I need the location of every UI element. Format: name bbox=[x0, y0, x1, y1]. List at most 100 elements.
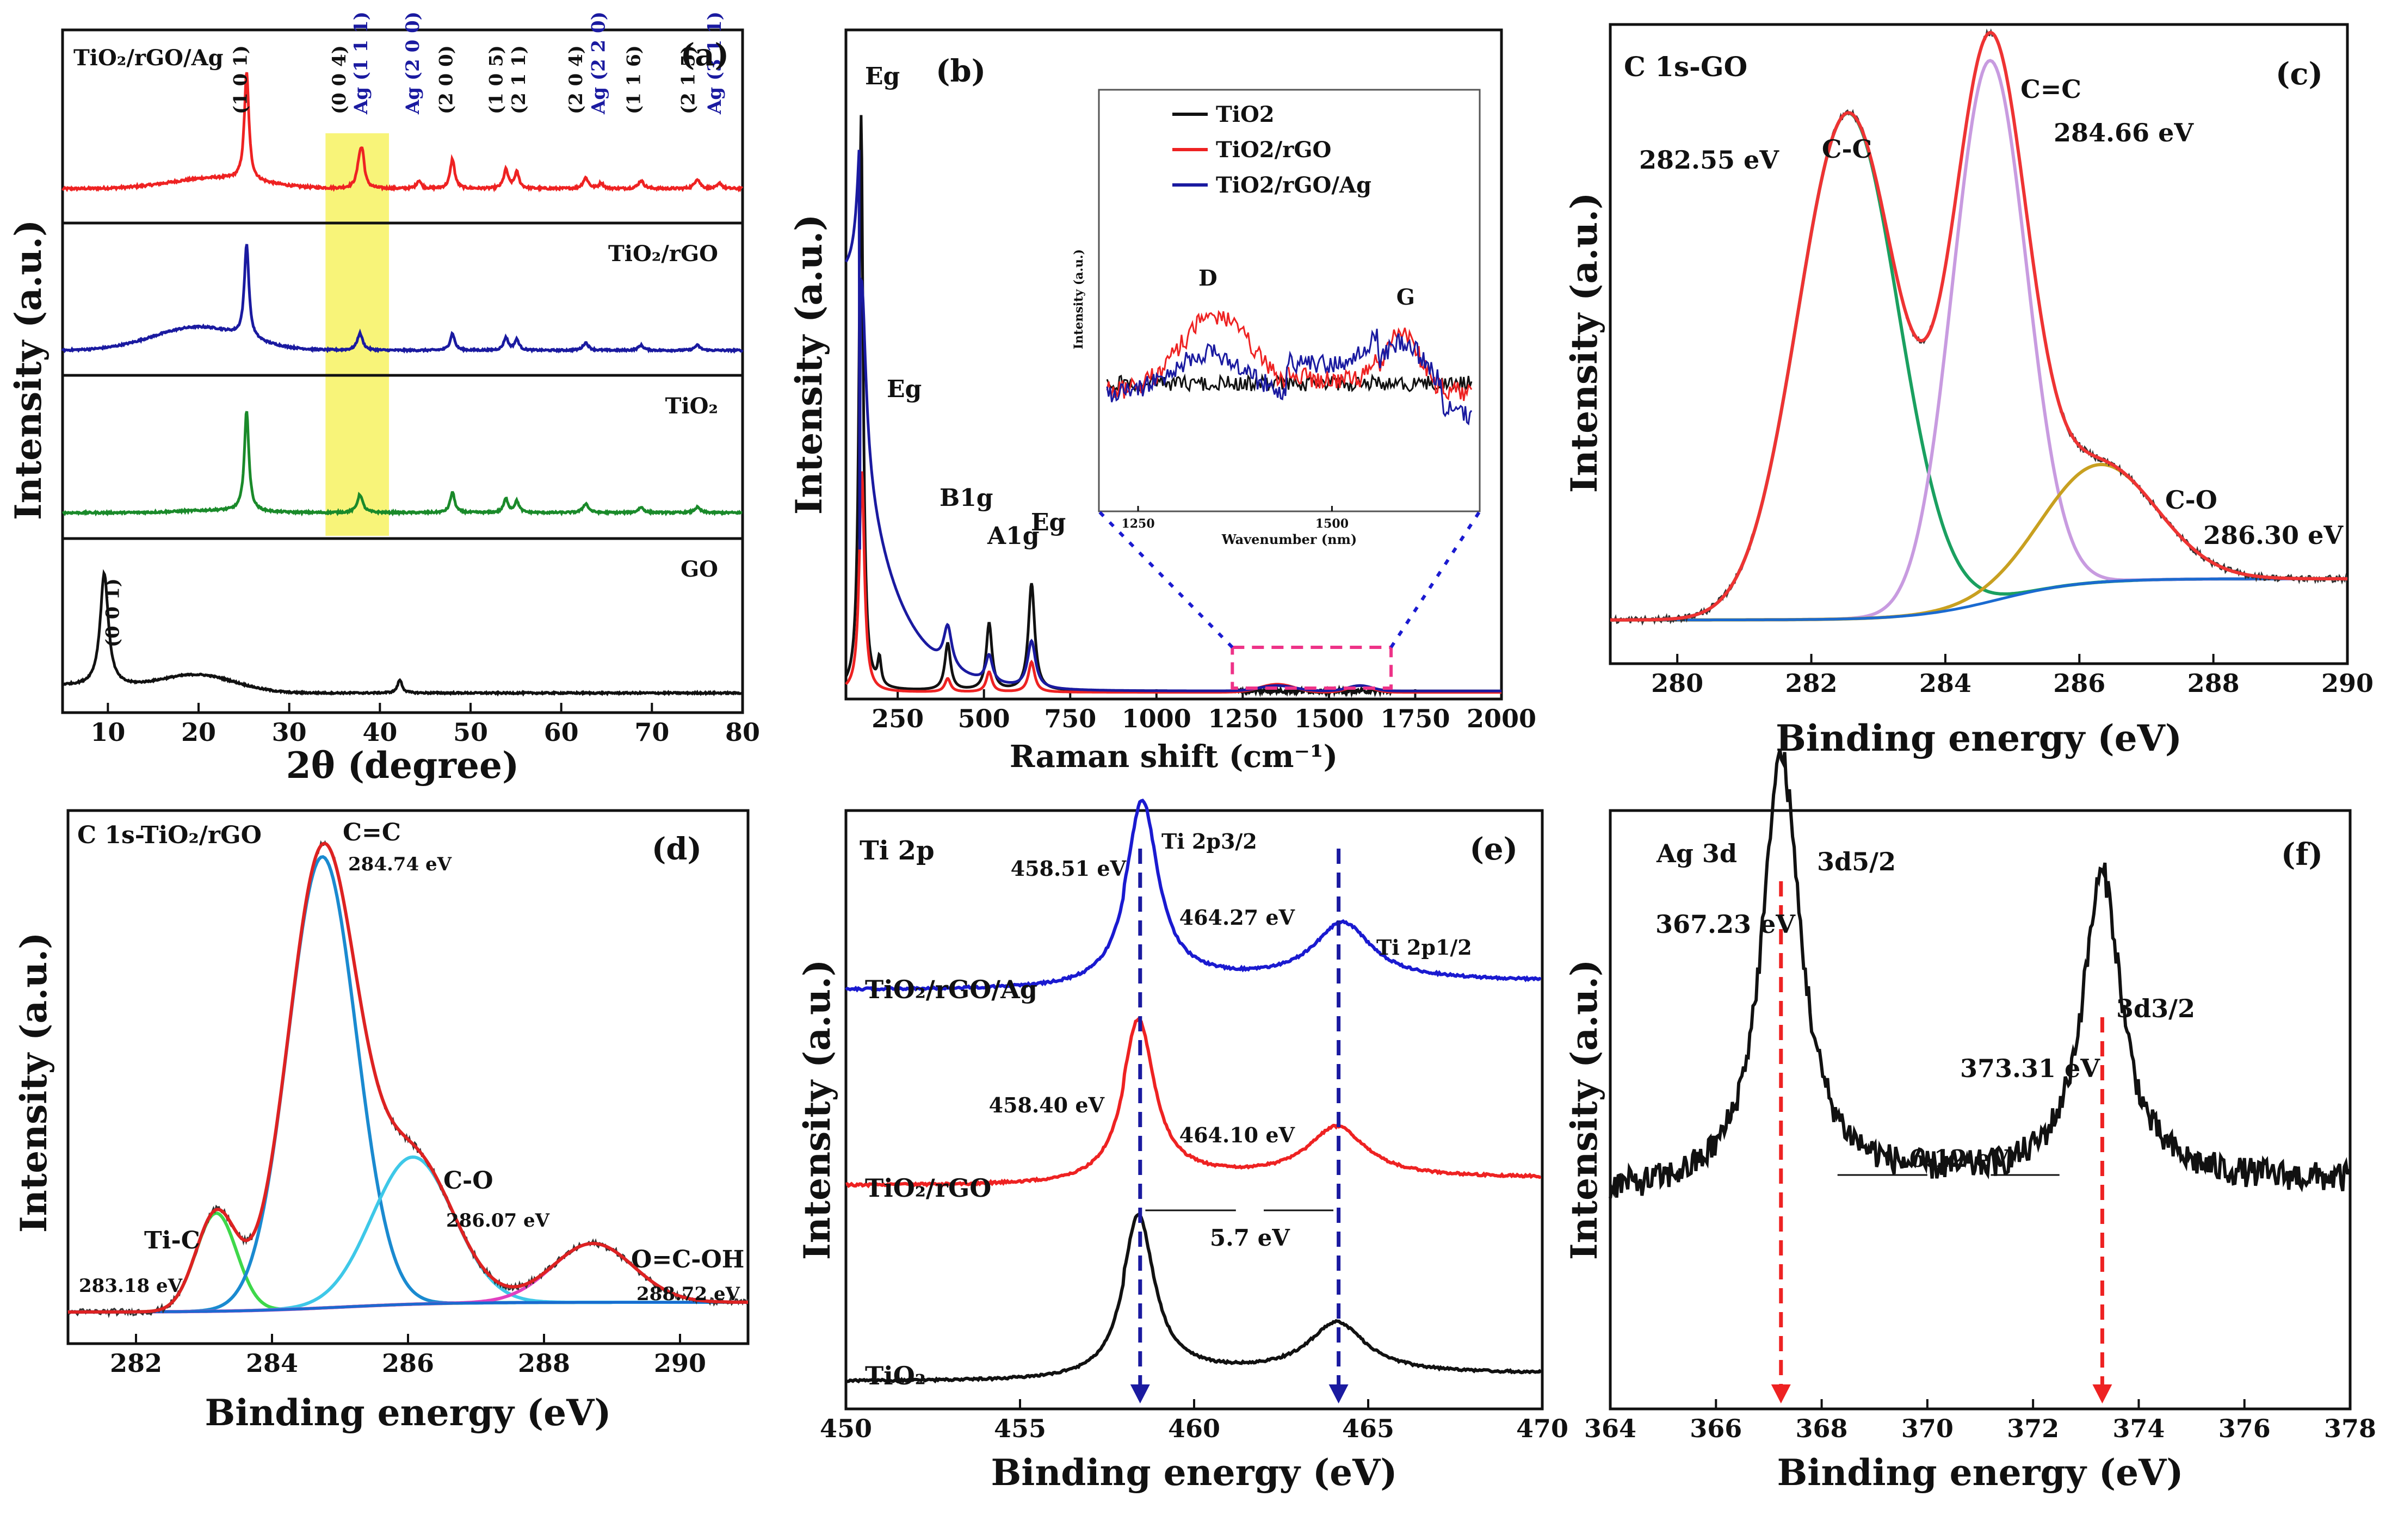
envelope-line bbox=[1610, 30, 2347, 622]
peak-annotation: (0 0 4) bbox=[329, 45, 350, 114]
peak-value: 464.27 eV bbox=[1179, 905, 1296, 930]
component-value: 284.74 eV bbox=[348, 854, 452, 875]
peak-value: 458.51 eV bbox=[1011, 856, 1127, 881]
inset-line-TiO2 bbox=[1106, 373, 1473, 393]
peak-value: 373.31 eV bbox=[1960, 1054, 2100, 1083]
panel-title: C 1s-GO bbox=[1624, 51, 1747, 83]
series-line-GO bbox=[62, 569, 743, 697]
x-tick-label: 284 bbox=[246, 1349, 298, 1378]
panel-label: (f) bbox=[2281, 837, 2323, 873]
series-line-TiO2/rGO bbox=[845, 1017, 1542, 1189]
x-tick-label: 374 bbox=[2112, 1414, 2165, 1443]
plot-frame bbox=[1609, 23, 2349, 665]
peak-name: 3d3/2 bbox=[2116, 994, 2195, 1023]
x-tick-label: 366 bbox=[1690, 1414, 1742, 1443]
splitting-label: 5.7 eV bbox=[1210, 1224, 1290, 1251]
series-label-TiO2: TiO₂ bbox=[665, 393, 718, 419]
inset-tick-label: 1250 bbox=[1121, 517, 1154, 531]
x-tick-label: 1750 bbox=[1380, 704, 1450, 733]
series-line-TiO2 bbox=[61, 411, 743, 517]
x-tick-label: 50 bbox=[453, 718, 488, 747]
component-value: 282.55 eV bbox=[1639, 145, 1779, 175]
component-value: 284.66 eV bbox=[2054, 118, 2194, 147]
legend-entry: TiO2/rGO/Ag bbox=[1216, 172, 1371, 198]
component-label: C-C bbox=[1822, 134, 1872, 164]
y-axis-label: Intensity (a.u.) bbox=[788, 214, 830, 515]
x-tick-label: 282 bbox=[110, 1349, 162, 1378]
background-line bbox=[68, 1301, 745, 1314]
panel-title: Ti 2p bbox=[860, 836, 935, 866]
x-tick-label: 378 bbox=[2324, 1414, 2376, 1443]
arrow-head bbox=[1771, 1384, 1791, 1403]
x-tick-label: 288 bbox=[518, 1349, 570, 1378]
peak-name: Ti 2p1/2 bbox=[1376, 935, 1472, 960]
peak-annotation: Ag (2 0 0) bbox=[402, 11, 424, 115]
band-label: G bbox=[1396, 285, 1415, 310]
x-tick-label: 40 bbox=[362, 718, 397, 747]
panel-label: (e) bbox=[1469, 831, 1518, 867]
component-value: 286.07 eV bbox=[446, 1210, 550, 1232]
y-axis-label: Intensity (a.u.) bbox=[7, 220, 50, 521]
x-tick-label: 500 bbox=[958, 704, 1010, 733]
x-tick-label: 10 bbox=[90, 718, 125, 747]
component-label: C-O bbox=[443, 1167, 493, 1195]
series-label-TiO2/rGO: TiO₂/rGO bbox=[608, 241, 718, 267]
splitting-label: 6.12 eV bbox=[1909, 1145, 2010, 1173]
peak-annotation: (1 0 5) bbox=[485, 45, 507, 114]
x-tick-label: 376 bbox=[2218, 1414, 2271, 1443]
x-tick-label: 20 bbox=[181, 718, 216, 747]
zoom-box bbox=[1231, 646, 1393, 690]
inset-tick-label: 1500 bbox=[1315, 517, 1349, 531]
x-tick-label: 290 bbox=[654, 1349, 706, 1378]
legend-entry: TiO2/rGO bbox=[1216, 137, 1331, 163]
x-tick-label: 80 bbox=[725, 718, 760, 747]
envelope-line bbox=[68, 842, 748, 1314]
peak-value: 367.23 eV bbox=[1655, 910, 1796, 939]
component-value: 288.72 eV bbox=[636, 1283, 740, 1305]
x-tick-label: 370 bbox=[1901, 1414, 1954, 1443]
x-tick-label: 372 bbox=[2007, 1414, 2059, 1443]
peak-annotation: (2 0 0) bbox=[436, 45, 458, 114]
series-label-GO: GO bbox=[681, 556, 718, 582]
x-tick-label: 750 bbox=[1044, 704, 1096, 733]
x-tick-label: 368 bbox=[1796, 1414, 1848, 1443]
x-axis-label: Binding energy (eV) bbox=[1777, 1451, 2183, 1494]
peak-label: A1g bbox=[987, 522, 1040, 550]
x-tick-label: 286 bbox=[382, 1349, 434, 1378]
series-label: TiO₂/rGO bbox=[865, 1173, 991, 1203]
x-tick-label: 1500 bbox=[1294, 704, 1364, 733]
band-label: D bbox=[1198, 265, 1217, 291]
peak-name: Ti 2p3/2 bbox=[1161, 829, 1257, 854]
inset-frame bbox=[1098, 89, 1481, 512]
component-value: 283.18 eV bbox=[79, 1275, 183, 1297]
arrow-head bbox=[1328, 1384, 1349, 1403]
x-tick-label: 70 bbox=[634, 718, 669, 747]
series-label: TiO₂/rGO/Ag bbox=[865, 975, 1037, 1004]
y-axis-label: Intensity (a.u.) bbox=[1563, 193, 1605, 493]
arrow-head bbox=[1130, 1384, 1150, 1403]
peak-annotation: (2 1 1) bbox=[508, 45, 530, 114]
y-axis-label: Intensity (a.u.) bbox=[13, 932, 55, 1233]
x-axis-label: Raman shift (cm⁻¹) bbox=[1010, 739, 1338, 775]
panel-label: (a) bbox=[681, 37, 729, 73]
peak-label: B1g bbox=[940, 484, 993, 512]
x-tick-label: 288 bbox=[2187, 669, 2240, 698]
zoom-connector bbox=[1389, 510, 1481, 648]
x-axis-label: 2θ (degree) bbox=[286, 744, 519, 787]
series-line-TiO2/rGO/Ag bbox=[845, 799, 1542, 993]
x-tick-label: 460 bbox=[1168, 1414, 1220, 1443]
inset-y-label: Intensity (a.u.) bbox=[1072, 249, 1086, 349]
subpanel-frame bbox=[61, 537, 744, 714]
peak-annotation: Ag (2 2 0) bbox=[588, 11, 610, 115]
peak-value: 464.10 eV bbox=[1179, 1123, 1296, 1147]
component-label: C-O bbox=[2165, 485, 2217, 515]
panel-title: Ag 3d bbox=[1656, 839, 1737, 868]
series-label: TiO₂ bbox=[865, 1361, 926, 1390]
x-tick-label: 282 bbox=[1785, 669, 1838, 698]
panel-label: (b) bbox=[936, 53, 986, 89]
arrow-head bbox=[2092, 1384, 2112, 1403]
series-line-TiO2/rGO bbox=[61, 244, 744, 354]
series-line-TiO2/rGO/Ag bbox=[61, 72, 744, 193]
x-tick-label: 1000 bbox=[1122, 704, 1191, 733]
